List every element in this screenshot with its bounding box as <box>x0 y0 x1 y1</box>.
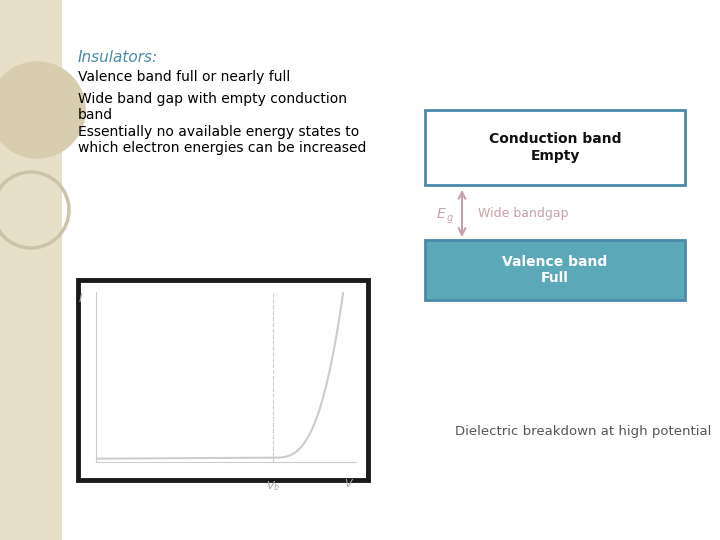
Text: V: V <box>344 479 352 489</box>
Bar <box>425 240 685 300</box>
Text: Wide band gap with empty conduction
band: Wide band gap with empty conduction band <box>78 92 347 122</box>
Text: $V_b$: $V_b$ <box>266 479 280 493</box>
Text: g: g <box>447 213 454 223</box>
Text: Conduction band
Empty: Conduction band Empty <box>489 132 621 163</box>
Text: Insulators:: Insulators: <box>78 50 158 65</box>
Text: Wide bandgap: Wide bandgap <box>478 207 569 220</box>
Text: Valence band full or nearly full: Valence band full or nearly full <box>78 70 290 84</box>
Bar <box>0 0 62 540</box>
Text: E: E <box>436 207 445 221</box>
Text: Essentially no available energy states to
which electron energies can be increas: Essentially no available energy states t… <box>78 125 366 155</box>
Text: I: I <box>78 292 82 305</box>
Circle shape <box>0 62 85 158</box>
Bar <box>425 110 685 185</box>
Bar <box>78 280 368 480</box>
Text: Dielectric breakdown at high potential: Dielectric breakdown at high potential <box>455 426 711 438</box>
Text: Valence band
Full: Valence band Full <box>503 255 608 285</box>
